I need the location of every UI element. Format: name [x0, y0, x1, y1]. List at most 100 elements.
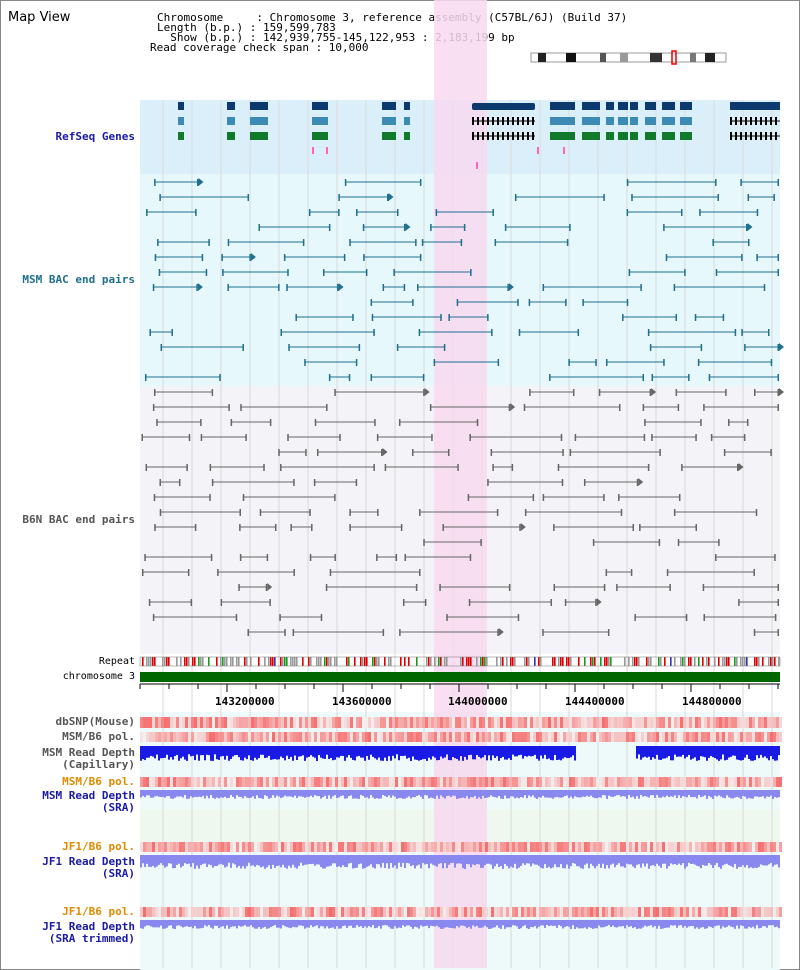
msm-bac-pair-end	[422, 374, 425, 381]
msm-depth-sra-bar	[332, 790, 334, 797]
msm-b6-pol-heat	[464, 732, 467, 742]
jf1-depth-sra-bar	[302, 855, 304, 866]
msm-depth-sra-bar	[168, 790, 170, 797]
dbsnp-heat	[191, 717, 194, 728]
msm-depth-sra-bar	[392, 790, 394, 796]
msm-b6-pol2-heat	[383, 777, 386, 787]
msm-b6-pol-heat	[746, 732, 749, 742]
msm-depth-capillary-bar	[698, 746, 700, 761]
msm-depth-capillary-bar	[390, 746, 392, 761]
msm-bac-pair-end	[355, 359, 358, 366]
msm-depth-sra-bar	[286, 790, 288, 797]
gene-feature	[404, 102, 410, 110]
msm-bac-pair-end	[247, 194, 250, 201]
dbsnp-heat	[737, 717, 740, 728]
b6n-bac-pair-end	[263, 464, 265, 471]
msm-b6-pol2-heat	[491, 777, 494, 787]
label-msm-read-depth-capillary: MSM Read Depth	[42, 746, 135, 759]
jf1-depth-sra-bar	[606, 855, 608, 866]
jf1-depth-trimmed-bar	[688, 920, 690, 927]
msm-b6-pol-heat	[305, 732, 308, 742]
msm-b6-pol2-heat	[248, 777, 251, 787]
msm-depth-capillary-bar	[718, 746, 720, 761]
jf1-depth-trimmed-bar	[554, 920, 556, 926]
b6n-bac-pair-end	[755, 509, 758, 516]
msm-b6-pol2-heat	[746, 777, 749, 787]
b6n-bac-pair-end	[200, 434, 203, 441]
repeat-block	[388, 657, 390, 666]
jf1-depth-trimmed-bar	[296, 920, 298, 928]
repeat-block	[408, 657, 410, 666]
msm-depth-capillary-bar	[324, 746, 326, 759]
jf1-depth-sra-bar	[566, 855, 568, 865]
jf1-depth-trimmed-bar	[634, 920, 636, 928]
repeat-block	[684, 657, 686, 666]
msm-b6-pol2-heat	[152, 777, 155, 787]
jf1-depth-sra-bar	[278, 855, 280, 866]
jf1-depth-sra-bar	[320, 855, 322, 867]
ideogram-band	[566, 53, 576, 62]
axis-tick-label: 144400000	[565, 695, 625, 708]
msm-bac-pair-end	[154, 179, 156, 186]
jf1-b6-pol2-heat	[476, 907, 479, 917]
b6n-bac-pair-end	[439, 584, 441, 591]
jf1-depth-trimmed-bar	[346, 920, 348, 929]
axis-tick-label: 144800000	[682, 695, 742, 708]
jf1-b6-pol-heat	[272, 842, 275, 852]
msm-depth-capillary-bar	[458, 746, 460, 761]
jf1-depth-sra-bar	[202, 855, 204, 864]
msm-depth-sra-bar	[538, 790, 540, 798]
jf1-b6-pol-heat	[689, 842, 692, 852]
axis-tick-label: 144000000	[448, 695, 508, 708]
jf1-depth-trimmed-bar	[626, 920, 628, 926]
b6n-bac-pair-arrow	[267, 583, 273, 591]
jf1-b6-pol2-heat	[425, 907, 428, 917]
jf1-b6-pol2-heat	[635, 907, 638, 917]
jf1-b6-pol-heat	[758, 842, 761, 852]
jf1-depth-sra-bar	[540, 855, 542, 868]
jf1-depth-trimmed-bar	[338, 920, 340, 929]
jf1-b6-pol-heat	[380, 842, 383, 852]
msm-depth-capillary-bar	[454, 746, 456, 759]
jf1-depth-sra-bar	[374, 855, 376, 869]
jf1-b6-pol-heat	[455, 842, 458, 852]
msm-b6-pol-heat	[515, 732, 518, 742]
jf1-b6-pol-heat	[731, 842, 734, 852]
jf1-b6-pol2-heat	[767, 907, 770, 917]
msm-b6-pol-heat	[536, 732, 539, 742]
jf1-depth-sra-bar	[636, 855, 638, 865]
dbsnp-heat	[698, 717, 701, 728]
msm-b6-pol-heat	[194, 732, 197, 742]
jf1-depth-trimmed-bar	[586, 920, 588, 929]
dbsnp-heat	[773, 717, 776, 728]
msm-depth-sra-bar	[414, 790, 416, 798]
msm-depth-sra-bar	[718, 790, 720, 796]
jf1-depth-trimmed-bar	[222, 920, 224, 927]
gene-exon	[482, 117, 484, 125]
msm-depth-sra-bar	[284, 790, 286, 796]
msm-b6-pol2-heat	[479, 777, 482, 787]
jf1-depth-trimmed-bar	[424, 920, 426, 927]
jf1-b6-pol2-heat	[755, 907, 758, 917]
jf1-b6-pol2-heat	[461, 907, 464, 917]
gene-exon	[765, 117, 767, 125]
msm-depth-sra-bar	[578, 790, 580, 798]
msm-bac-pair-end	[370, 374, 373, 381]
jf1-depth-trimmed-bar	[472, 920, 474, 926]
msm-depth-capillary-bar	[270, 746, 272, 760]
msm-depth-sra-bar	[662, 790, 664, 797]
dbsnp-heat	[644, 717, 647, 728]
msm-depth-capillary-bar	[260, 746, 262, 755]
msm-depth-sra-bar	[454, 790, 456, 796]
repeat-block	[400, 657, 402, 666]
msm-bac-pair-end	[222, 269, 224, 276]
repeat-block	[740, 657, 742, 666]
msm-depth-sra-bar	[564, 790, 566, 796]
gene-feature	[312, 132, 328, 140]
jf1-depth-trimmed-bar	[598, 920, 600, 926]
msm-depth-capillary-bar	[452, 746, 454, 758]
repeat-block	[496, 657, 498, 666]
msm-b6-pol-heat	[392, 732, 395, 742]
b6n-bac-pair-end	[598, 389, 601, 396]
